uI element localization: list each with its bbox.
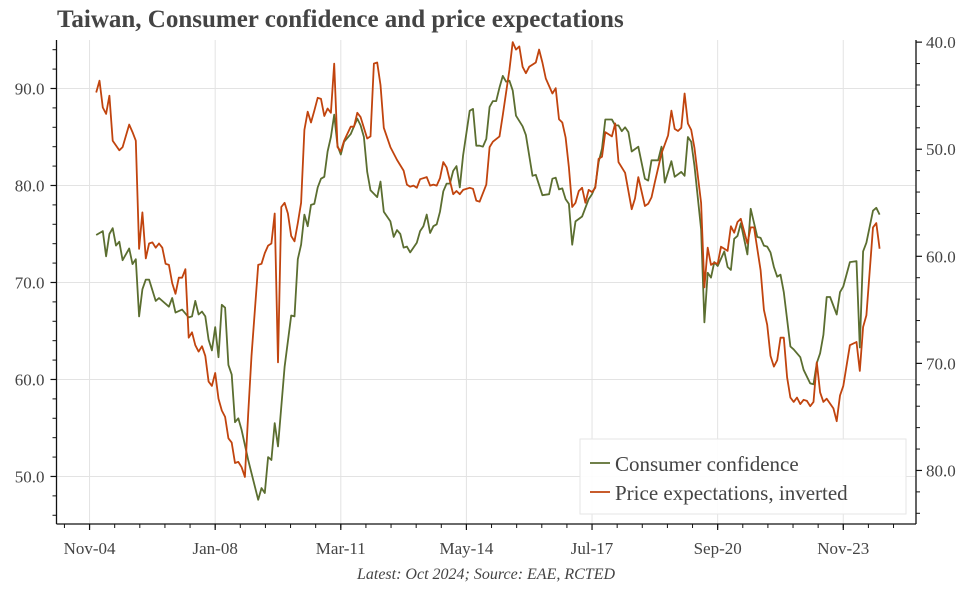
right-tick-label: 40.0 bbox=[926, 33, 956, 52]
legend: Consumer confidence Price expectations, … bbox=[579, 438, 907, 515]
consumer-confidence-line bbox=[95, 75, 881, 501]
left-tick-label: 60.0 bbox=[15, 370, 45, 389]
right-tick-label: 50.0 bbox=[926, 140, 956, 159]
x-tick-label: Sep-20 bbox=[694, 539, 742, 558]
legend-label-price-expectations: Price expectations, inverted bbox=[615, 481, 848, 505]
right-tick-label: 80.0 bbox=[926, 461, 956, 480]
x-tick-label: Nov-04 bbox=[64, 539, 116, 558]
price-expectations-line bbox=[95, 41, 881, 478]
x-tick-label: Jul-17 bbox=[571, 539, 614, 558]
x-tick-label: May-14 bbox=[440, 539, 494, 558]
legend-box bbox=[579, 438, 907, 515]
left-tick-label: 50.0 bbox=[15, 467, 45, 486]
source-caption: Latest: Oct 2024; Source: EAE, RCTED bbox=[356, 566, 616, 583]
chart-title: Taiwan, Consumer confidence and price ex… bbox=[57, 6, 624, 33]
x-tick-label: Jan-08 bbox=[193, 539, 238, 558]
axes: 50.0 60.0 70.0 80.0 90.0 40.0 50.0 60.0 70.0 80.0… bbox=[15, 33, 956, 558]
left-tick-label: 70.0 bbox=[15, 273, 45, 292]
left-tick-label: 90.0 bbox=[15, 79, 45, 98]
right-tick-label: 70.0 bbox=[926, 354, 956, 373]
x-tick-label: Mar-11 bbox=[316, 539, 366, 558]
left-tick-label: 80.0 bbox=[15, 176, 45, 195]
series-lines bbox=[95, 41, 881, 501]
right-tick-label: 60.0 bbox=[926, 247, 956, 266]
x-tick-label: Nov-23 bbox=[817, 539, 869, 558]
legend-label-consumer-confidence: Consumer confidence bbox=[615, 452, 799, 476]
